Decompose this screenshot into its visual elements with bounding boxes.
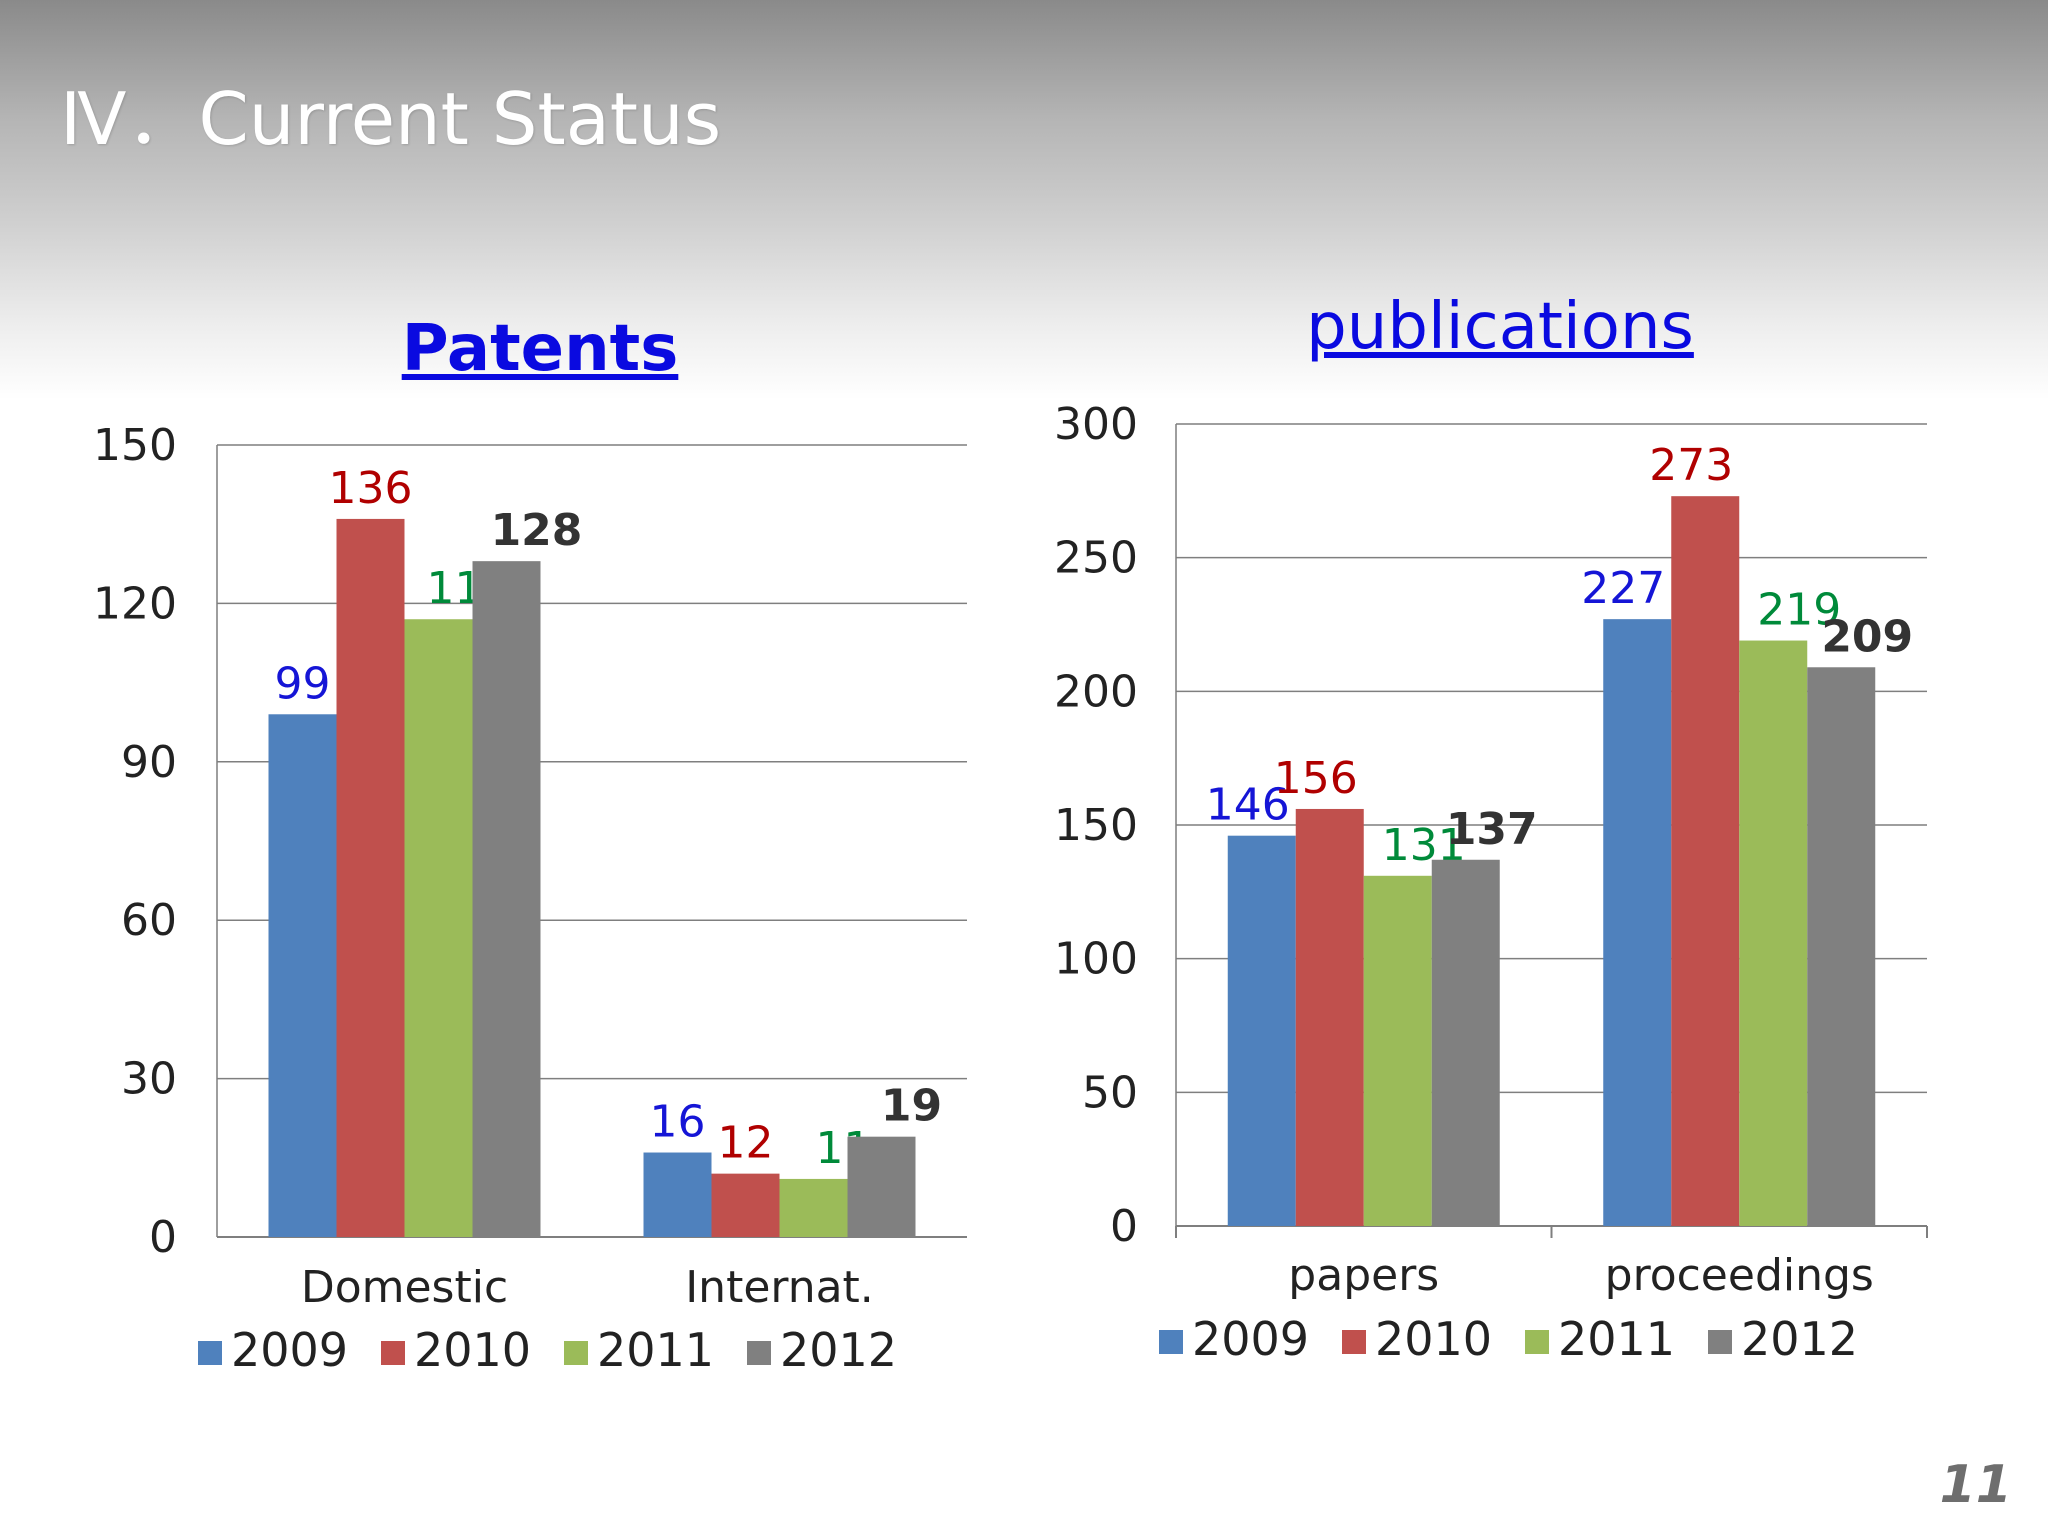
patents-data-label: 99 (275, 658, 331, 709)
publications-legend-swatch-2012 (1708, 1330, 1732, 1354)
patents-legend-swatch-2010 (381, 1341, 405, 1365)
publications-legend-label: 2010 (1375, 1312, 1492, 1366)
publications-legend-label: 2012 (1741, 1312, 1858, 1366)
publications-category-label: proceedings (1605, 1250, 1874, 1301)
publications-category-label: papers (1288, 1250, 1439, 1301)
slide-title: Ⅳ．Current Status (60, 77, 722, 161)
patents-bar-2010 (711, 1173, 780, 1237)
patents-data-label: 136 (329, 463, 413, 514)
publications-ytick-label: 50 (1082, 1067, 1138, 1118)
publications-bar-2009 (1603, 619, 1672, 1226)
patents-data-label: 16 (650, 1097, 706, 1148)
page-number: 11 (1939, 1455, 2012, 1515)
publications-bar-2012 (1431, 859, 1500, 1226)
publications-ytick-label: 100 (1054, 934, 1138, 985)
publications-legend-swatch-2009 (1159, 1330, 1183, 1354)
publications-data-label: 137 (1446, 804, 1538, 855)
patents-legend-swatch-2009 (198, 1341, 222, 1365)
publications-chart-title[interactable]: publications (1306, 290, 1694, 364)
patents-data-label: 128 (491, 505, 583, 556)
patents-legend-label: 2009 (231, 1323, 348, 1377)
patents-category-label: Internat. (685, 1262, 874, 1313)
publications-bar-2011 (1739, 640, 1808, 1226)
publications-data-label: 156 (1274, 753, 1358, 804)
publications-data-label: 146 (1206, 780, 1290, 831)
publications-data-label: 219 (1757, 585, 1841, 636)
patents-category-label: Domestic (301, 1262, 508, 1313)
publications-legend-label: 2009 (1192, 1312, 1309, 1366)
publications-data-label: 209 (1821, 611, 1913, 662)
publications-bar-2011 (1363, 875, 1432, 1226)
publications-legend-label: 2011 (1558, 1312, 1675, 1366)
patents-ytick-label: 90 (121, 737, 177, 788)
patents-bar-2011 (404, 619, 473, 1237)
patents-legend-label: 2010 (414, 1323, 531, 1377)
publications-bar-2012 (1807, 667, 1876, 1226)
publications-bar-2010 (1671, 496, 1740, 1226)
patents-bar-2011 (779, 1178, 848, 1237)
patents-data-label: 12 (718, 1118, 774, 1169)
patents-ytick-label: 60 (121, 895, 177, 946)
publications-ytick-label: 0 (1110, 1201, 1138, 1252)
patents-legend-swatch-2011 (564, 1341, 588, 1365)
patents-legend-swatch-2012 (747, 1341, 771, 1365)
publications-ytick-label: 200 (1054, 666, 1138, 717)
publications-data-label: 273 (1649, 440, 1733, 491)
publications-bar-2010 (1295, 808, 1364, 1226)
patents-ytick-label: 30 (121, 1054, 177, 1105)
publications-ytick-label: 150 (1054, 800, 1138, 851)
patents-legend-label: 2011 (597, 1323, 714, 1377)
patents-ytick-label: 120 (93, 578, 177, 629)
patents-bar-2009 (268, 714, 337, 1237)
patents-bar-2010 (336, 518, 405, 1237)
publications-ytick-label: 300 (1054, 399, 1138, 450)
publications-bar-2009 (1227, 835, 1296, 1226)
patents-ytick-label: 150 (93, 420, 177, 471)
patents-bar-2009 (643, 1152, 712, 1237)
patents-bar-2012 (847, 1136, 916, 1237)
header-band (0, 0, 2048, 400)
patents-chart-title[interactable]: Patents (401, 312, 679, 386)
publications-data-label: 227 (1581, 563, 1665, 614)
patents-ytick-label: 0 (149, 1212, 177, 1263)
patents-legend-label: 2012 (780, 1323, 897, 1377)
patents-data-label: 19 (881, 1081, 942, 1132)
publications-ytick-label: 250 (1054, 533, 1138, 584)
patents-bar-2012 (472, 561, 541, 1237)
publications-legend-swatch-2010 (1342, 1330, 1366, 1354)
publications-legend-swatch-2011 (1525, 1330, 1549, 1354)
